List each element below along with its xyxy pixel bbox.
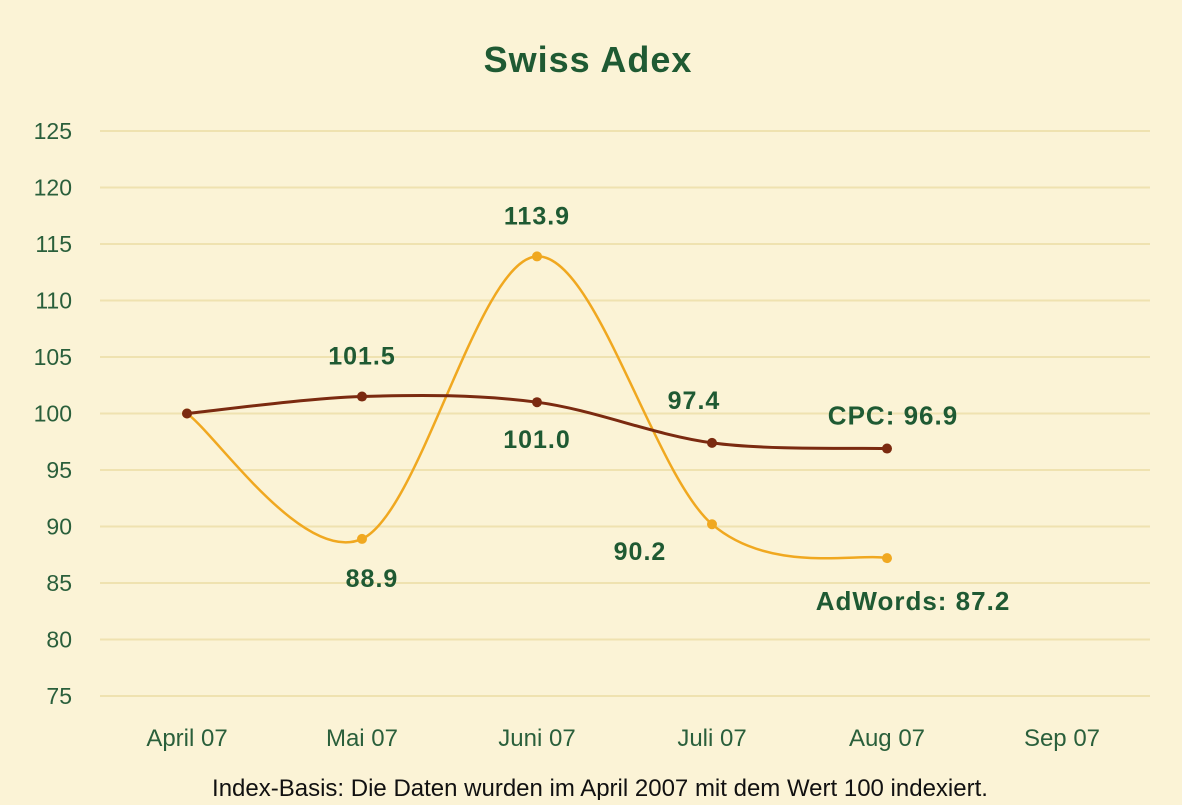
y-tick-label: 125 xyxy=(34,118,72,144)
series-line-adwords xyxy=(186,255,888,560)
y-tick-label: 90 xyxy=(46,514,72,540)
x-tick-label: Mai 07 xyxy=(326,725,398,752)
y-tick-label: 110 xyxy=(35,288,72,314)
data-point-cpc xyxy=(357,391,367,402)
x-tick-label: Juli 07 xyxy=(677,725,746,752)
y-axis-ticks: 125 120 115 110 105 100 95 90 85 80 75 xyxy=(34,118,72,709)
y-tick-label: 75 xyxy=(46,683,72,709)
x-tick-label: Juni 07 xyxy=(498,725,575,752)
x-axis-ticks: April 07 Mai 07 Juni 07 Juli 07 Aug 07 Sep 07 xyxy=(146,725,1100,752)
data-label-adwords: 90.2 xyxy=(614,538,667,566)
x-tick-label: April 07 xyxy=(146,725,227,752)
data-point-cpc xyxy=(532,397,542,408)
data-point-adwords xyxy=(707,519,717,530)
y-tick-label: 115 xyxy=(35,231,72,257)
data-point-adwords xyxy=(357,533,367,544)
data-label-cpc: 101.0 xyxy=(503,426,571,454)
x-tick-label: Sep 07 xyxy=(1024,725,1100,752)
data-point-cpc xyxy=(882,443,892,454)
end-label-cpc: CPC: 96.9 xyxy=(828,401,958,431)
data-point-cpc xyxy=(182,408,192,419)
data-label-adwords: 113.9 xyxy=(504,202,570,230)
chart-footnote: Index-Basis: Die Daten wurden im April 2… xyxy=(212,775,988,800)
data-label-cpc: 101.5 xyxy=(328,343,396,371)
y-tick-label: 105 xyxy=(34,344,72,370)
series xyxy=(182,251,892,564)
data-label-adwords: 88.9 xyxy=(346,565,399,593)
data-point-adwords xyxy=(882,553,892,564)
y-tick-label: 85 xyxy=(46,570,72,596)
data-point-adwords xyxy=(532,251,542,262)
data-point-cpc xyxy=(707,437,717,448)
y-tick-label: 80 xyxy=(46,627,72,653)
y-tick-label: 95 xyxy=(46,457,72,483)
data-label-cpc: 97.4 xyxy=(668,387,721,415)
gridlines xyxy=(100,130,1150,697)
end-label-adwords: AdWords: 87.2 xyxy=(816,586,1011,616)
x-tick-label: Aug 07 xyxy=(849,725,925,752)
y-tick-label: 120 xyxy=(34,175,72,201)
data-labels: 101.5 101.0 97.4 CPC: 96.9 88.9 113.9 90.2 AdWo… xyxy=(328,202,1011,616)
chart-title: Swiss Adex xyxy=(484,39,693,80)
y-tick-label: 100 xyxy=(34,401,72,427)
